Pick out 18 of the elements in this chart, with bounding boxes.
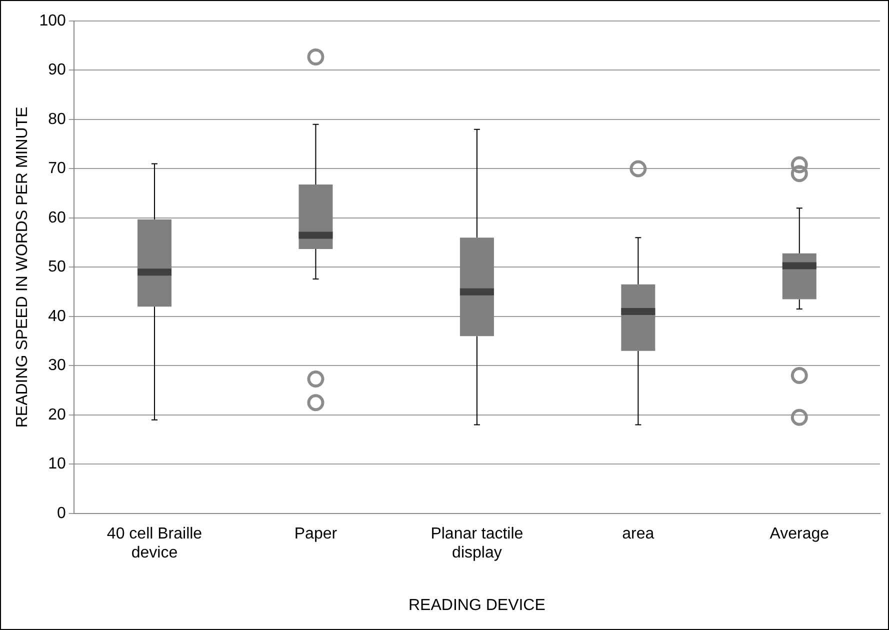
y-tick-label: 0: [56, 504, 66, 522]
y-tick-label: 10: [48, 456, 66, 473]
x-tick-label: 40 cell Braille device: [106, 525, 202, 562]
y-tick-label: 40: [48, 308, 66, 325]
y-tick-label: 60: [48, 209, 66, 226]
x-tick-label: area: [622, 525, 654, 542]
y-tick-label: 90: [48, 62, 66, 79]
y-tick-label: 50: [48, 258, 66, 276]
y-tick-label: 30: [48, 357, 66, 374]
y-tick-label: 70: [48, 160, 66, 178]
y-tick-label: 80: [48, 110, 66, 128]
y-tick-label: 20: [48, 406, 66, 424]
x-axis-title: READING DEVICE: [408, 596, 546, 614]
y-axis-title: READING SPEED IN WORDS PER MINUTE: [14, 106, 32, 428]
x-tick-label: Planar tactile display: [430, 525, 524, 562]
x-tick-label: Paper: [294, 525, 338, 542]
y-tick-label: 100: [39, 12, 66, 30]
x-tick-label: Average: [770, 525, 830, 542]
